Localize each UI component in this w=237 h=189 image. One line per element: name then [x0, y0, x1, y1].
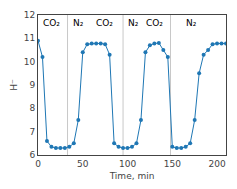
svg-text:CO₂: CO₂ [146, 18, 163, 28]
svg-text:12: 12 [24, 10, 35, 20]
svg-text:CO₂: CO₂ [43, 18, 60, 28]
svg-text:100: 100 [119, 159, 136, 169]
svg-text:Time, min: Time, min [109, 171, 155, 181]
svg-text:11: 11 [24, 33, 35, 43]
svg-text:200: 200 [208, 159, 225, 169]
svg-text:50: 50 [77, 159, 89, 169]
svg-text:0: 0 [35, 159, 41, 169]
svg-text:N₂: N₂ [128, 18, 139, 28]
svg-text:150: 150 [164, 159, 181, 169]
svg-text:CO₂: CO₂ [96, 18, 113, 28]
svg-text:9: 9 [29, 80, 35, 90]
svg-text:N₂: N₂ [186, 18, 197, 28]
svg-text:10: 10 [24, 57, 36, 67]
svg-text:8: 8 [29, 103, 35, 113]
svg-text:7: 7 [29, 127, 35, 137]
svg-text:N₂: N₂ [73, 18, 84, 28]
svg-text:H⁻: H⁻ [9, 79, 19, 91]
svg-text:6: 6 [29, 150, 35, 160]
